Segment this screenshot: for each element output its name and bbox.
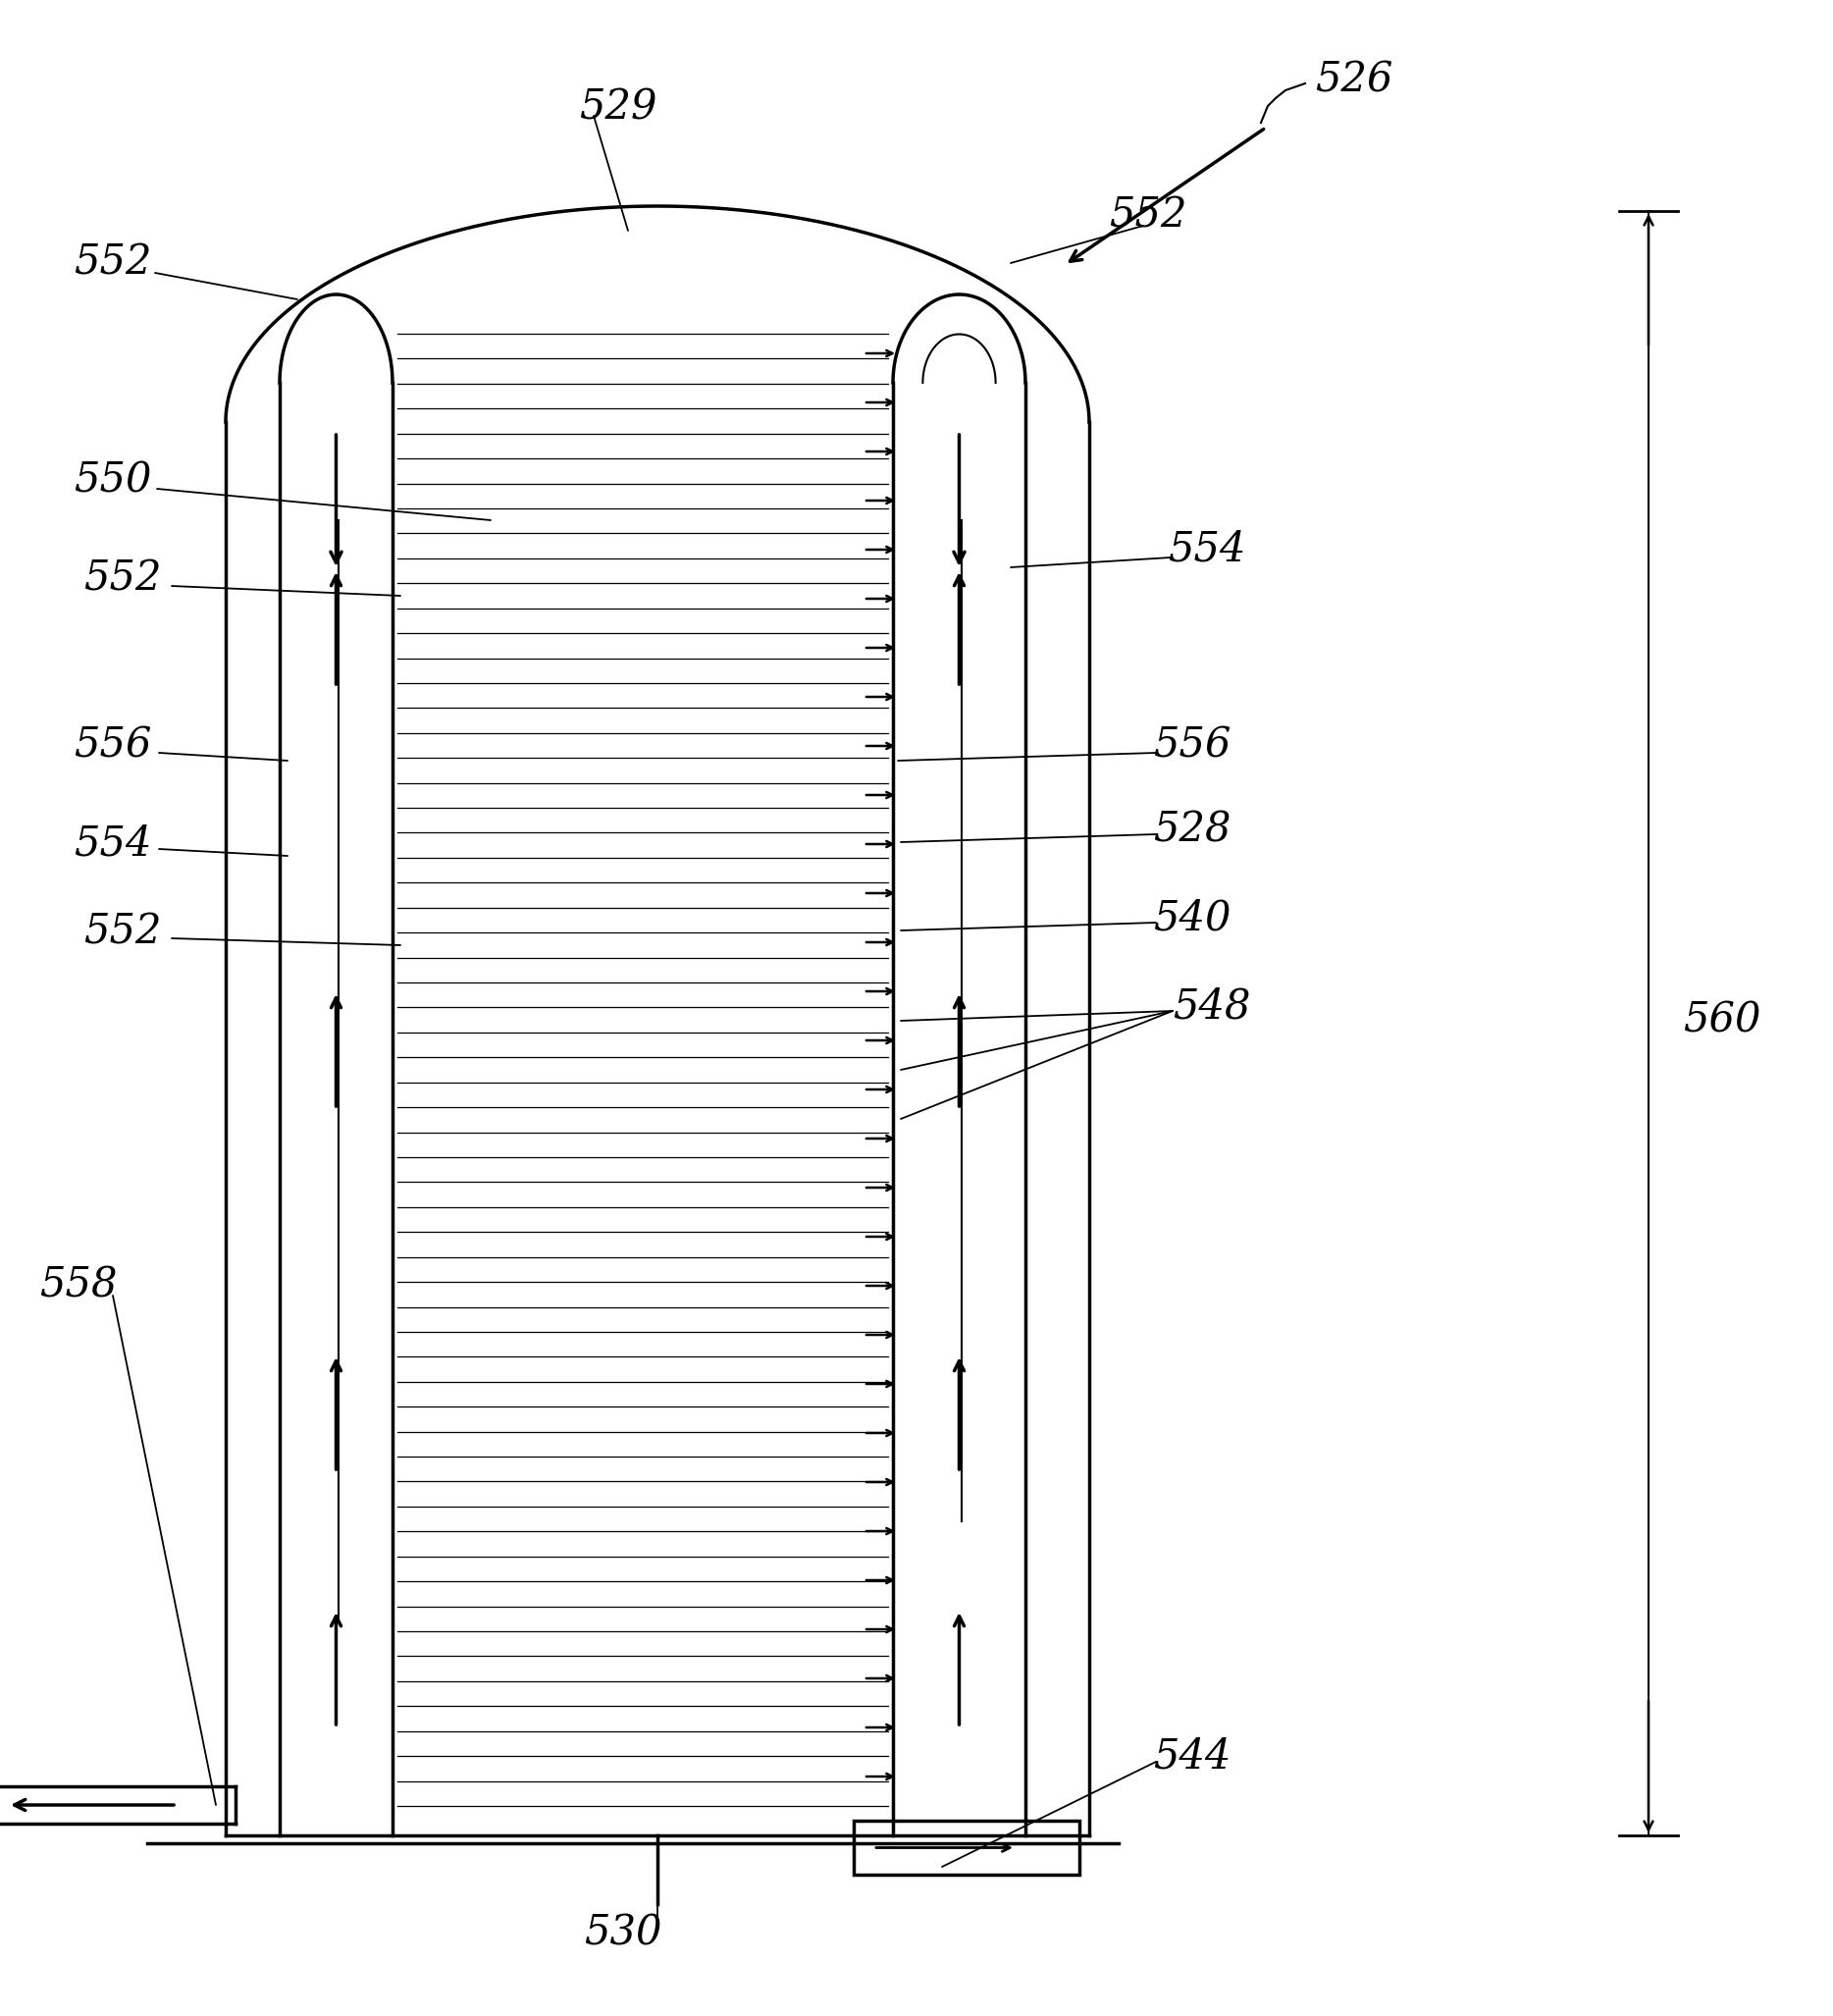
Text: 550: 550 [73, 460, 152, 502]
Text: 530: 530 [585, 1913, 662, 1954]
Text: 552: 552 [84, 558, 161, 599]
Text: 526: 526 [1314, 60, 1393, 101]
Text: 544: 544 [1153, 1736, 1232, 1778]
Text: 548: 548 [1173, 986, 1250, 1026]
Text: 560: 560 [1683, 1000, 1762, 1042]
Text: 552: 552 [1109, 196, 1186, 236]
Text: 554: 554 [1168, 528, 1246, 571]
Text: 556: 556 [73, 726, 152, 766]
Text: 529: 529 [579, 87, 658, 129]
Text: 556: 556 [1153, 726, 1232, 766]
Text: 552: 552 [84, 911, 161, 954]
Text: 552: 552 [73, 242, 152, 284]
Text: 528: 528 [1153, 808, 1232, 851]
Text: 540: 540 [1153, 897, 1232, 937]
Text: 554: 554 [73, 823, 152, 865]
Text: 558: 558 [38, 1266, 117, 1306]
Bar [854, 1820, 1080, 1875]
